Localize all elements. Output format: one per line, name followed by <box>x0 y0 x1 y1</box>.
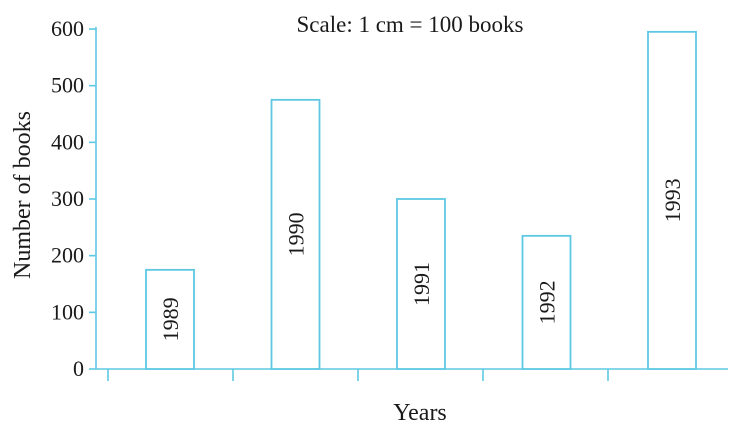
y-tick-label: 400 <box>51 129 84 154</box>
bar <box>270 98 321 370</box>
y-tick-label: 500 <box>51 73 84 98</box>
x-axis-title: Years <box>393 400 447 426</box>
bars: 1989 1990 1991 1992 1993 <box>145 30 697 370</box>
bar-label: 1993 <box>660 178 685 222</box>
bar <box>145 268 195 370</box>
bar <box>396 198 446 370</box>
bar-label: 1989 <box>158 297 183 341</box>
bar-label: 1992 <box>535 280 560 324</box>
y-tick-label: 0 <box>73 356 84 381</box>
bar <box>521 234 572 370</box>
y-tick-label: 200 <box>51 243 84 268</box>
y-tick-label: 600 <box>51 16 84 41</box>
y-axis-title: Number of books <box>10 111 36 279</box>
chart-scale-note: Scale: 1 cm = 100 books <box>297 12 524 37</box>
axes: 0 100 200 300 400 500 600 <box>51 16 728 381</box>
bar <box>647 30 697 370</box>
y-tick-label: 300 <box>51 186 84 211</box>
bar-label: 1991 <box>409 262 434 306</box>
bar-label: 1990 <box>284 212 309 256</box>
y-tick-label: 100 <box>51 299 84 324</box>
